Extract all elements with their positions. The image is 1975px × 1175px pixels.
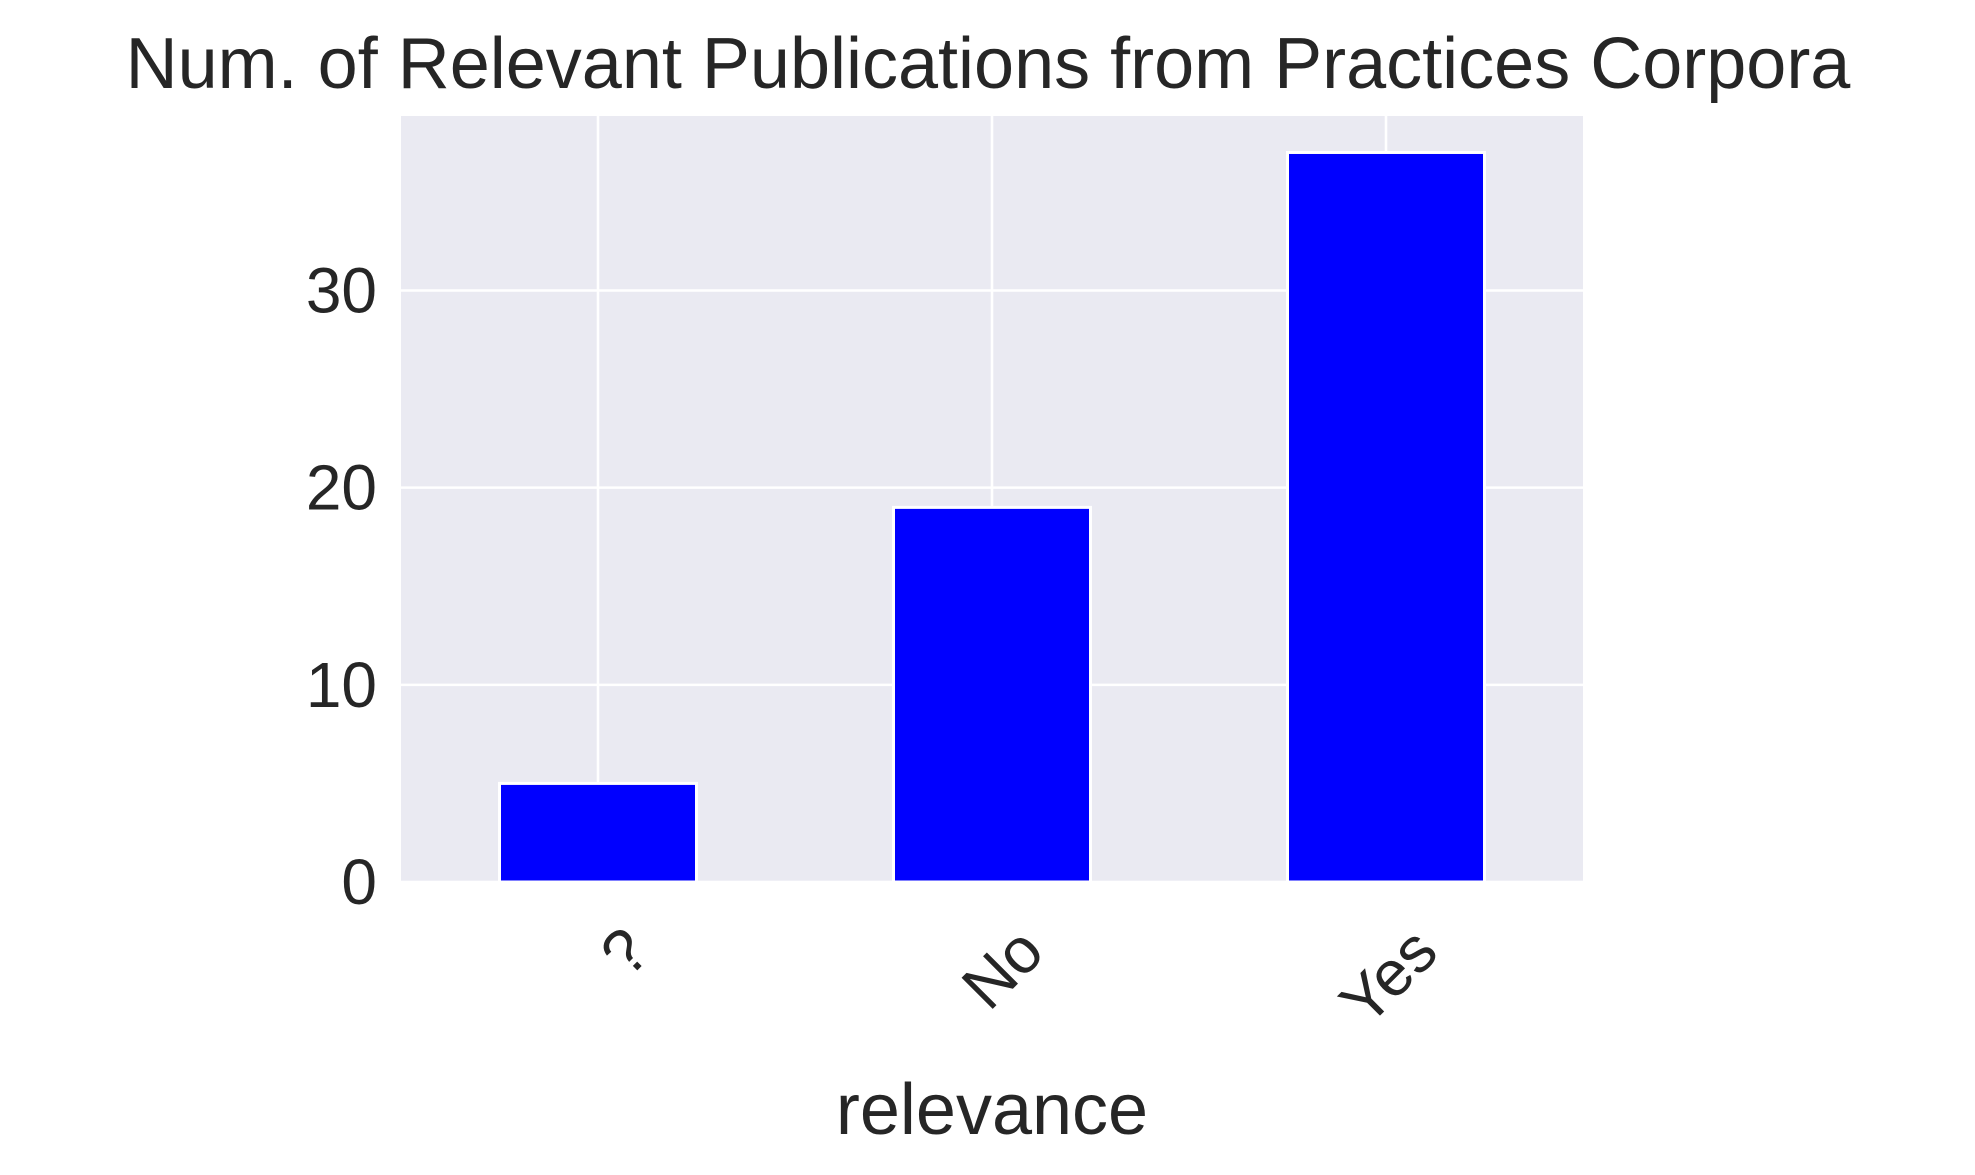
x-tick-labels: ? No Yes bbox=[587, 914, 1451, 1039]
x-axis-label: relevance bbox=[836, 1070, 1148, 1150]
bar bbox=[1286, 150, 1486, 884]
chart-title: Num. of Relevant Publications from Pract… bbox=[126, 24, 1852, 104]
x-tick-label: Yes bbox=[1326, 914, 1451, 1039]
bar bbox=[892, 505, 1092, 884]
y-tick-label: 0 bbox=[341, 846, 377, 918]
bar bbox=[498, 781, 698, 884]
x-tick-label: ? bbox=[587, 914, 663, 990]
y-tick-label: 30 bbox=[306, 254, 377, 326]
y-tick-label: 10 bbox=[306, 649, 377, 721]
y-tick-label: 20 bbox=[306, 452, 377, 524]
bars bbox=[498, 150, 1486, 884]
y-tick-labels: 0 10 20 30 bbox=[306, 254, 377, 918]
x-tick-label: No bbox=[948, 914, 1057, 1023]
